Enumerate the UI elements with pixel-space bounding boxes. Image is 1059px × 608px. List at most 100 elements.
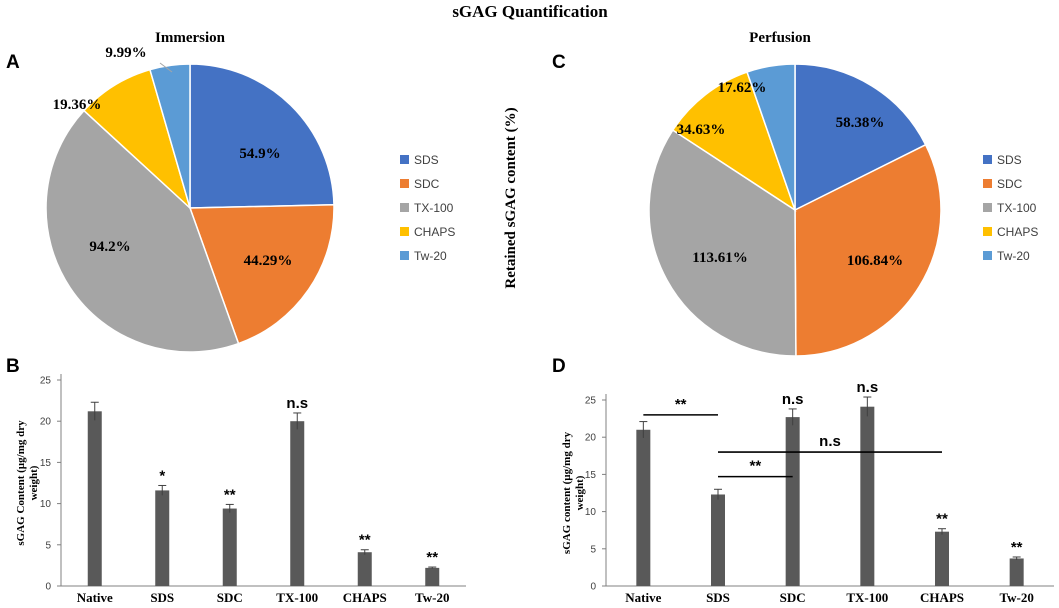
pie-c-value-label-chaps: 34.63% (677, 122, 726, 138)
bar-d-y-tick-label: 25 (585, 396, 597, 407)
bar-d-y-tick-label: 10 (585, 507, 597, 518)
pie-c-legend-swatch-tw-20 (983, 251, 992, 260)
pie-a-legend-swatch-tw-20 (400, 251, 409, 260)
bar-b-x-tick-label-sds: SDS (150, 590, 174, 605)
bar-d-significance-chaps: ** (936, 511, 948, 528)
bar-d-y-axis-label: sGAG content (µg/mg dryweight) (561, 431, 586, 554)
pie-a-value-label-sdc: 44.29% (244, 253, 293, 269)
figure-title: sGAG Quantification (452, 2, 608, 21)
panel-letter-a: A (6, 52, 20, 73)
pie-c-value-label-sdc: 106.84% (847, 253, 903, 269)
bar-b-x-tick-label-native: Native (77, 590, 113, 605)
bar-b-y-tick-label: 0 (45, 582, 51, 593)
pie-a-value-label-tw-20: 9.99% (105, 45, 146, 61)
pie-chart-immersion: 54.9% 44.29% 94.2% 19.36% 9.99% SDS SDC TX-100 C… (45, 45, 455, 353)
pie-c-legend-swatch-sds (983, 155, 992, 164)
bar-b-significance-tw-20: ** (426, 549, 438, 566)
pie-c-legend-label-sdc: SDC (997, 177, 1023, 191)
bar-b-bar-tw-20 (425, 567, 440, 586)
bar-b-bar-native (87, 411, 102, 586)
bar-chart-immersion: 0 5 10 15 20 25 Native SDS * SDC ** TX-100 n.s CHAPS *… (15, 374, 466, 605)
bar-chart-perfusion: 0 5 10 15 20 25 Native SDS SDC n.s TX-100 n.s CHAPS *… (561, 379, 1054, 605)
bar-d-y-tick-label: 20 (585, 433, 597, 444)
bar-b-bar-tx-100 (290, 421, 305, 586)
pie-a-legend-swatch-chaps (400, 227, 409, 236)
bar-d-y-tick-label: 15 (585, 470, 597, 481)
bar-b-x-tick-label-chaps: CHAPS (343, 590, 387, 605)
pie-a-slice-tw-20 (149, 63, 191, 209)
panel-letter-d: D (552, 356, 566, 377)
pie-c-value-label-tw-20: 17.62% (718, 80, 767, 96)
pie-c-value-label-sds: 58.38% (836, 115, 885, 131)
bar-d-significance-sdc: n.s (782, 391, 804, 408)
panel-letter-b: B (6, 356, 20, 377)
pie-c-legend-label-tx-100: TX-100 (997, 201, 1037, 215)
pie-a-slice-sds (189, 63, 335, 209)
bar-d-x-tick-label-tx-100: TX-100 (846, 590, 888, 605)
pie-a-legend-label-sdc: SDC (414, 177, 440, 191)
pie-c-legend-label-tw-20: Tw-20 (997, 249, 1030, 263)
pie-c-legend-label-chaps: CHAPS (997, 225, 1038, 239)
bar-b-x-tick-label-tx-100: TX-100 (276, 590, 318, 605)
pie-a-value-label-chaps: 19.36% (53, 97, 102, 113)
bar-d-y-tick-label: 5 (590, 544, 596, 555)
pie-a-legend-label-tx-100: TX-100 (414, 201, 454, 215)
pie-a-value-label-tx-100: 94.2% (89, 239, 130, 255)
pie-a-title: Immersion (155, 30, 226, 46)
bar-b-y-tick-label: 5 (45, 540, 51, 551)
bar-d-y-tick-label: 0 (590, 582, 596, 593)
bar-b-significance-sdc: ** (224, 486, 236, 503)
bar-b-y-tick-label: 20 (40, 417, 52, 428)
pie-a-slice-tx-100 (45, 109, 240, 353)
pie-c-legend-swatch-chaps (983, 227, 992, 236)
bar-d-bar-chaps (935, 531, 949, 586)
bar-b-bar-chaps (357, 552, 372, 586)
bar-b-bar-sdc (222, 508, 237, 586)
bar-b-bar-sds (155, 490, 170, 586)
bar-d-x-tick-label-native: Native (625, 590, 661, 605)
pie-a-leader-line (159, 62, 173, 73)
pie-a-legend-label-tw-20: Tw-20 (414, 249, 447, 263)
pie-c-slice-tx-100 (648, 129, 797, 357)
bar-b-significance-sds: * (159, 467, 165, 484)
pie-chart-perfusion: 58.38% 106.84% 113.61% 34.63% 17.62% SDS SDC TX… (648, 63, 1038, 357)
pie-c-legend-swatch-sdc (983, 179, 992, 188)
bar-d-significance-tx-100: n.s (856, 379, 878, 396)
panel-letter-c: C (552, 52, 566, 73)
bar-d-bar-native (636, 429, 651, 586)
pie-c-slice-sds (794, 63, 927, 212)
bar-b-y-axis-label: sGAG Content (µg/mg dryweight) (15, 420, 40, 546)
pie-a-legend-swatch-tx-100 (400, 203, 409, 212)
bar-d-significance-tw-20: ** (1011, 539, 1023, 556)
pie-a-legend-label-chaps: CHAPS (414, 225, 455, 239)
pie-c-legend-label-sds: SDS (997, 153, 1022, 167)
bar-d-x-tick-label-chaps: CHAPS (920, 590, 964, 605)
pie-a-legend-swatch-sds (400, 155, 409, 164)
bar-d-bar-sdc (785, 417, 800, 586)
shared-ylabel: Retained sGAG content (%) (503, 107, 519, 288)
bar-d-bar-tw-20 (1009, 558, 1024, 586)
bar-b-x-tick-label-sdc: SDC (217, 590, 243, 605)
pie-a-legend-label-sds: SDS (414, 153, 439, 167)
bar-d-bar-sds (711, 494, 725, 586)
pie-a-slice-sdc (188, 204, 335, 345)
pie-c-value-label-tx-100: 113.61% (692, 250, 747, 266)
bar-d-x-tick-label-sds: SDS (706, 590, 730, 605)
bar-b-significance-tx-100: n.s (286, 395, 308, 412)
bar-b-y-tick-label: 15 (40, 458, 52, 469)
bar-b-y-tick-label: 10 (40, 499, 52, 510)
bar-d-x-tick-label-sdc: SDC (780, 590, 806, 605)
bar-d-comparison-label: ** (675, 396, 687, 413)
bar-b-significance-chaps: ** (359, 532, 371, 549)
pie-a-value-label-sds: 54.9% (239, 146, 280, 162)
pie-a-legend-swatch-sdc (400, 179, 409, 188)
pie-c-slice-chaps (671, 71, 797, 212)
pie-c-legend-swatch-tx-100 (983, 203, 992, 212)
bar-b-y-tick-label: 25 (40, 376, 52, 387)
pie-c-title: Perfusion (749, 30, 811, 46)
bar-b-x-tick-label-tw-20: Tw-20 (415, 590, 449, 605)
pie-c-slice-tw-20 (746, 63, 796, 211)
bar-d-comparison-label: ** (749, 458, 761, 475)
bar-d-comparison-label: n.s (819, 433, 841, 450)
